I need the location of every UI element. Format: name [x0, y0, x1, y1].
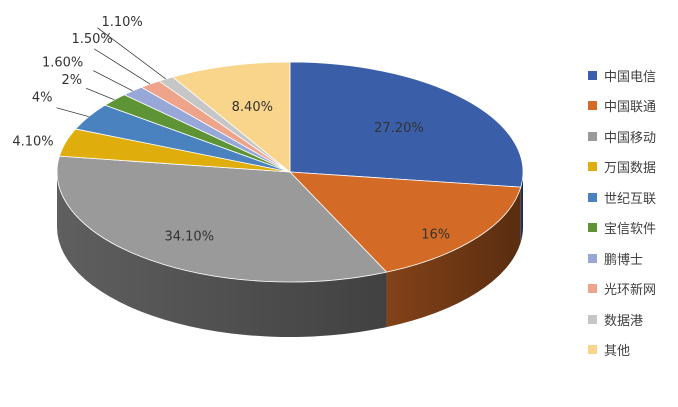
leader-line-slice-8 — [97, 27, 167, 80]
data-label-slice-1: 16% — [421, 227, 450, 242]
data-label-slice-5: 2% — [62, 73, 83, 88]
legend-swatch — [588, 192, 597, 202]
legend-swatch — [588, 70, 597, 80]
pie-slice-slice-9 — [171, 61, 291, 173]
pie-side-slice-2 — [57, 172, 387, 337]
legend-item-china-unicom: 中国联通 — [588, 91, 656, 122]
legend-item-dataport: 数据港 — [588, 304, 656, 335]
legend-label: 数据港 — [604, 313, 644, 329]
legend-item-21vianet: 世纪互联 — [588, 182, 656, 213]
legend-swatch — [588, 101, 597, 111]
legend-swatch — [588, 223, 597, 233]
legend-label: 万国数据 — [604, 161, 657, 177]
legend-swatch — [588, 345, 597, 355]
data-label-slice-3: 4.10% — [12, 134, 53, 149]
data-label-slice-6: 1.60% — [42, 56, 83, 71]
legend-swatch — [588, 162, 597, 172]
data-label-slice-2: 34.10% — [164, 229, 214, 244]
data-label-slice-9: 8.40% — [232, 100, 273, 115]
legend-item-other: 其他 — [588, 335, 656, 366]
legend-swatch — [588, 284, 597, 294]
legend-label: 光环新网 — [604, 283, 657, 299]
leader-line-slice-4 — [56, 107, 89, 117]
pie-slice-slice-0 — [289, 61, 524, 188]
legend-item-sinnet: 光环新网 — [588, 274, 656, 305]
data-label-slice-4: 4% — [32, 91, 53, 106]
legend-item-china-telecom: 中国电信 — [588, 60, 656, 91]
legend-item-gds: 万国数据 — [588, 152, 656, 183]
data-label-slice-7: 1.50% — [71, 32, 112, 47]
data-label-slice-0: 27.20% — [374, 121, 424, 136]
pie-slice-slice-2 — [56, 155, 388, 283]
pie-slice-slice-1 — [288, 171, 522, 273]
leader-line-slice-6 — [93, 70, 133, 92]
leader-line-slice-7 — [93, 48, 151, 85]
legend-swatch — [588, 131, 597, 141]
legend-label: 中国联通 — [604, 100, 657, 116]
legend: 中国电信 中国联通 中国移动 万国数据 世纪互联 宝信软件 鹏博士 光环新网 数… — [588, 60, 656, 365]
legend-label: 其他 — [604, 344, 631, 360]
legend-label: 中国移动 — [604, 130, 657, 146]
legend-item-dr-peng: 鹏博士 — [588, 243, 656, 274]
pie-side-slice-1 — [386, 187, 521, 328]
legend-swatch — [588, 253, 597, 263]
legend-item-china-mobile: 中国移动 — [588, 121, 656, 152]
legend-label: 中国电信 — [604, 69, 657, 85]
legend-label: 鹏博士 — [604, 252, 644, 268]
legend-item-baosight: 宝信软件 — [588, 213, 656, 244]
legend-swatch — [588, 314, 597, 324]
pie-side-slice-0 — [520, 172, 523, 243]
data-label-slice-8: 1.10% — [101, 15, 142, 30]
legend-label: 宝信软件 — [604, 222, 657, 238]
leader-line-slice-5 — [85, 87, 115, 101]
legend-label: 世纪互联 — [604, 191, 657, 207]
